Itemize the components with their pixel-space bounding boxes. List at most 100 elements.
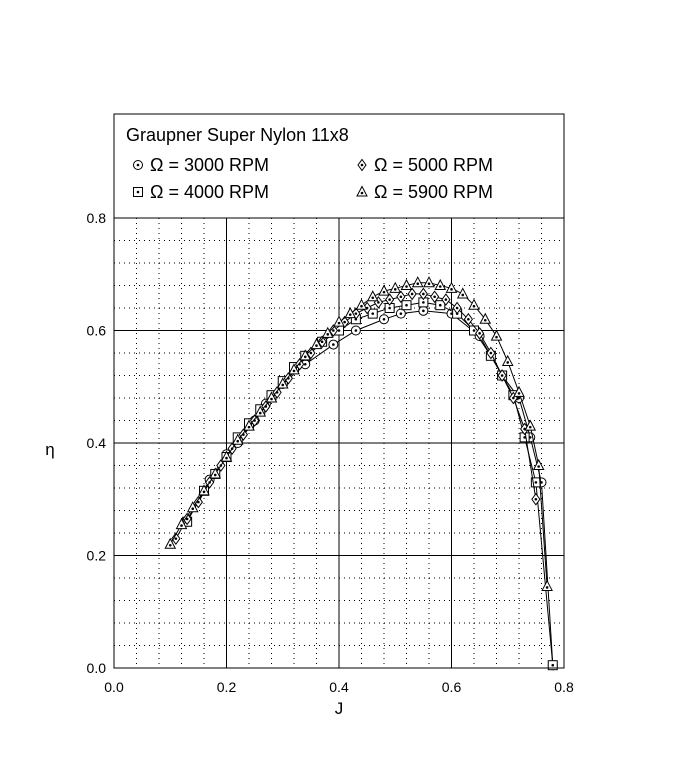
data-point: [475, 326, 485, 340]
marker-outline: [186, 501, 199, 513]
marker-center-dot: [444, 298, 448, 301]
marker-outline: [356, 185, 368, 197]
data-point: [423, 276, 435, 288]
marker-center-dot: [472, 329, 476, 332]
marker-center-dot: [191, 507, 195, 510]
data-point: [430, 290, 440, 304]
marker-center-dot: [489, 351, 493, 355]
data-point: [198, 484, 210, 496]
data-point: [490, 329, 503, 341]
marker-center-dot: [309, 351, 313, 355]
marker-outline: [378, 284, 390, 296]
data-point: [547, 660, 558, 671]
legend-label: Ω = 3000 RPM: [150, 155, 269, 175]
data-point: [411, 276, 424, 288]
data-point: [175, 517, 188, 530]
marker-outline: [276, 377, 289, 389]
marker-center-dot: [371, 312, 375, 315]
marker-center-dot: [258, 411, 262, 415]
marker-outline: [513, 385, 525, 397]
marker-outline: [445, 281, 458, 293]
marker-center-dot: [337, 329, 341, 332]
marker-outline: [198, 484, 210, 496]
data-point: [306, 346, 316, 360]
legend-marker: [133, 187, 143, 197]
legend-label: Ω = 5000 RPM: [374, 155, 493, 175]
legend-marker: [357, 158, 367, 172]
marker-outline: [434, 278, 447, 290]
data-point: [367, 308, 378, 319]
marker-center-dot: [506, 361, 510, 364]
data-point: [501, 354, 514, 366]
data-point: [328, 324, 338, 337]
data-point: [441, 293, 451, 306]
data-point: [310, 337, 323, 350]
data-point: [366, 290, 379, 302]
data-point: [379, 314, 389, 325]
marker-outline: [175, 517, 188, 530]
data-point: [265, 391, 278, 403]
marker-center-dot: [512, 396, 515, 400]
marker-outline: [333, 315, 345, 327]
marker-center-dot: [422, 309, 425, 313]
y-tick-label: 0.2: [87, 548, 107, 564]
marker-center-dot: [174, 537, 178, 540]
legend-entry-2: Ω = 4000 RPM: [133, 182, 269, 202]
data-point: [238, 428, 248, 441]
marker-center-dot: [354, 312, 358, 315]
marker-center-dot: [202, 490, 206, 494]
marker-center-dot: [292, 369, 296, 373]
marker-outline: [310, 337, 323, 350]
marker-center-dot: [517, 392, 521, 395]
marker-center-dot: [405, 303, 408, 307]
data-point: [463, 312, 473, 326]
data-point: [497, 369, 507, 382]
data-point: [396, 290, 406, 304]
marker-center-dot: [551, 663, 555, 667]
marker-center-dot: [427, 282, 431, 285]
data-point: [350, 325, 361, 336]
marker-center-dot: [495, 335, 498, 339]
data-point: [299, 349, 312, 361]
data-point: [333, 315, 345, 327]
marker-center-dot: [360, 304, 363, 308]
marker-center-dot: [534, 481, 538, 484]
legend-marker: [356, 185, 368, 197]
marker-center-dot: [332, 329, 335, 332]
data-point: [193, 495, 203, 509]
marker-center-dot: [528, 425, 532, 429]
marker-outline: [344, 307, 357, 319]
marker-outline: [541, 579, 553, 591]
data-point: [321, 326, 334, 338]
marker-center-dot: [438, 303, 442, 307]
marker-outline: [423, 276, 435, 288]
marker-center-dot: [410, 292, 414, 296]
data-point: [532, 458, 545, 470]
data-point: [401, 300, 412, 311]
data-point: [164, 537, 177, 549]
marker-center-dot: [185, 517, 189, 521]
marker-center-dot: [270, 397, 273, 401]
y-tick-label: 0.4: [87, 435, 107, 451]
marker-outline: [231, 433, 244, 445]
marker-center-dot: [303, 355, 307, 359]
data-point: [395, 308, 406, 319]
data-point: [435, 300, 446, 311]
marker-center-dot: [483, 318, 487, 322]
marker-center-dot: [382, 317, 386, 321]
marker-center-dot: [433, 295, 436, 299]
x-tick-label: 0.0: [104, 679, 124, 695]
data-point: [231, 433, 244, 445]
marker-center-dot: [303, 362, 307, 366]
data-point: [418, 287, 428, 301]
x-tick-label: 0.8: [554, 679, 574, 695]
marker-center-dot: [213, 473, 217, 477]
x-tick-label: 0.2: [217, 679, 237, 695]
marker-center-dot: [247, 425, 251, 429]
data-point: [530, 477, 541, 488]
marker-outline: [468, 298, 480, 310]
legend-entry-4: Ω = 5900 RPM: [356, 182, 493, 202]
data-point: [288, 363, 300, 375]
marker-center-dot: [371, 296, 375, 300]
